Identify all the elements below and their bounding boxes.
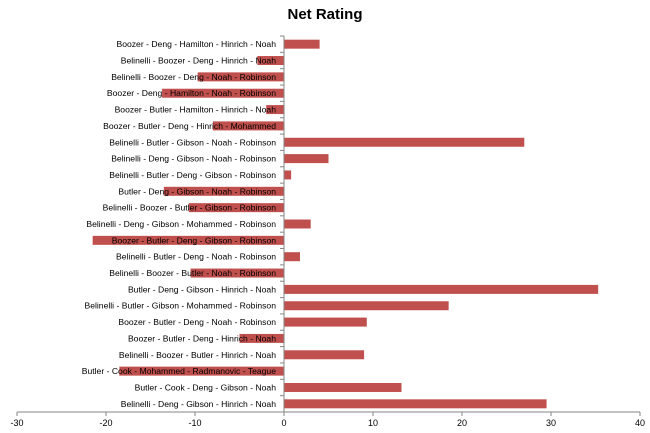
x-tick-label: 30: [546, 418, 556, 428]
x-tick-label: -20: [99, 418, 112, 428]
bar: [190, 268, 284, 278]
category-label: Butler - Deng - Gibson - Hinrich - Noah: [128, 284, 276, 294]
category-label: Belinelli - Butler - Gibson - Noah - Rob…: [109, 137, 276, 147]
bar: [284, 317, 367, 327]
category-label: Belinelli - Butler - Gibson - Mohammed -…: [84, 301, 276, 311]
category-label: Butler - Deng - Gibson - Noah - Robinson: [118, 186, 276, 196]
x-tick-label: 20: [457, 418, 467, 428]
category-label: Belinelli - Boozer - Butler - Hinrich - …: [119, 350, 276, 360]
bar: [284, 219, 311, 229]
bar: [284, 382, 402, 392]
category-label: Boozer - Butler - Deng - Hinrich - Moham…: [103, 121, 276, 131]
category-label: Belinelli - Boozer - Deng - Hinrich - No…: [121, 56, 276, 66]
bar: [257, 56, 284, 66]
x-tick-label: -30: [10, 418, 23, 428]
bar: [212, 121, 284, 131]
bar: [284, 284, 599, 294]
category-label: Boozer - Deng - Hamilton - Hinrich - Noa…: [116, 39, 276, 49]
bar: [239, 333, 284, 343]
category-label: Belinelli - Boozer - Butler - Noah - Rob…: [109, 268, 276, 278]
bar: [266, 105, 284, 115]
bar: [284, 170, 292, 180]
x-tick-label: 40: [635, 418, 645, 428]
bar: [163, 186, 284, 196]
bar: [119, 366, 284, 376]
bar: [284, 350, 365, 360]
bar: [284, 154, 329, 164]
category-label: Boozer - Deng - Hamilton - Noah - Robins…: [107, 88, 276, 98]
bar: [197, 72, 284, 82]
category-label: Belinelli - Boozer - Deng - Noah - Robin…: [111, 72, 276, 82]
bar: [284, 252, 301, 262]
x-tick-label: 0: [281, 418, 286, 428]
bar: [284, 137, 525, 147]
bar: [188, 203, 284, 213]
bar: [284, 399, 547, 409]
category-label: Belinelli - Deng - Gibson - Noah - Robin…: [111, 154, 276, 164]
x-tick-label: 10: [368, 418, 378, 428]
category-label: Belinelli - Boozer - Butler - Gibson - R…: [103, 203, 277, 213]
category-label: Belinelli - Butler - Deng - Gibson - Rob…: [109, 170, 276, 180]
category-label: Boozer - Butler - Hamilton - Hinrich - N…: [115, 105, 277, 115]
category-label: Boozer - Butler - Deng - Noah - Robinson: [118, 317, 276, 327]
category-label: Butler - Cook - Mohammed - Radmanovic - …: [82, 366, 276, 376]
category-label: Belinelli - Deng - Gibson - Mohammed - R…: [86, 219, 276, 229]
chart-title: Net Rating: [287, 6, 363, 23]
category-label: Belinelli - Deng - Gibson - Hinrich - No…: [121, 399, 276, 409]
category-label: Boozer - Butler - Deng - Gibson - Robins…: [112, 235, 277, 245]
x-tick-label: -10: [188, 418, 201, 428]
bar: [284, 301, 449, 311]
bar: [284, 39, 320, 49]
category-label: Boozer - Butler - Deng - Hinrich - Noah: [128, 333, 276, 343]
bar: [92, 235, 285, 245]
bar: [162, 88, 284, 98]
category-label: Butler - Cook - Deng - Gibson - Noah: [135, 382, 277, 392]
category-label: Belinelli - Butler - Deng - Noah - Robin…: [116, 252, 276, 262]
